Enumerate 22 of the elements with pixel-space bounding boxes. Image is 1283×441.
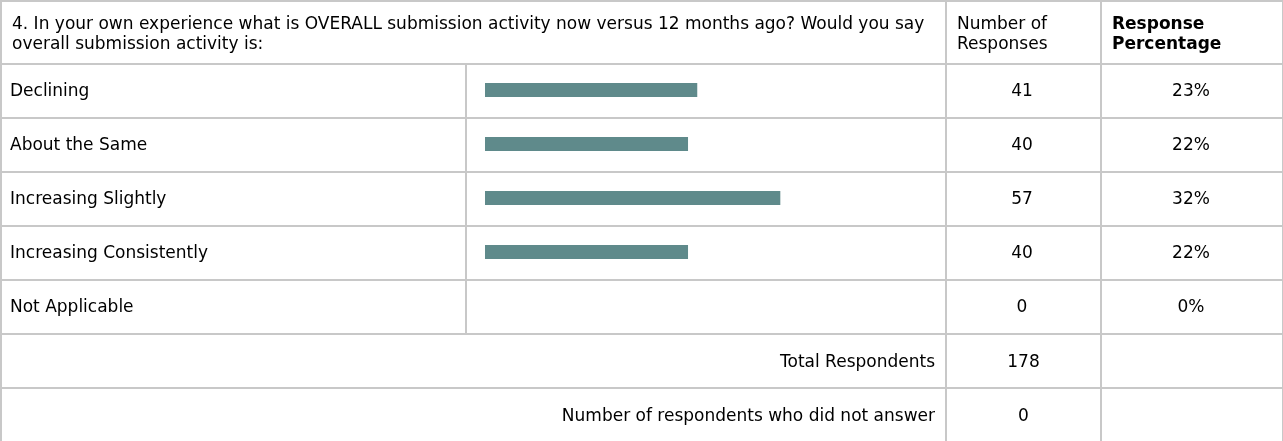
chart-title: 4. In your own experience what is OVERALL submission activity now versus 12 months ago? Would you say overall submission activity is: (1, 1, 946, 64)
text: 41 (1011, 80, 1033, 100)
y-tick-label: Increasing Consistently (10, 242, 209, 262)
data-label: 22% (1172, 134, 1210, 154)
data-label: 22% (1172, 242, 1210, 262)
y-tick-label: Declining (10, 80, 90, 100)
text: Number of respondents who did not answer (1, 388, 946, 441)
text: 57 (1011, 188, 1033, 208)
data-label: 0% (1177, 296, 1205, 316)
text: Response Percentage (1101, 1, 1283, 64)
text: 0 (946, 388, 1101, 441)
y-tick-label: Not Applicable (10, 296, 134, 316)
text: 40 (1011, 134, 1033, 154)
text: Number of Responses (946, 1, 1101, 64)
data-label: 32% (1172, 188, 1210, 208)
data-label: 23% (1172, 80, 1210, 100)
y-tick-label: Increasing Slightly (10, 188, 167, 208)
text: 40 (1011, 242, 1033, 262)
text: Total Respondents (1, 334, 946, 388)
text: 0 (1016, 296, 1028, 316)
text: 178 (946, 334, 1101, 388)
y-tick-label: About the Same (10, 134, 148, 154)
